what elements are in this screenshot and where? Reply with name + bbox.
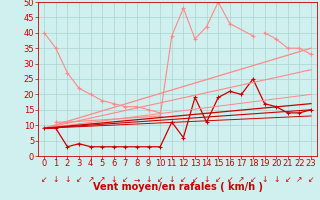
Text: ↗: ↗	[87, 175, 94, 184]
Text: ↙: ↙	[192, 175, 198, 184]
Text: ↗: ↗	[238, 175, 244, 184]
Text: ↗: ↗	[99, 175, 105, 184]
Text: ↓: ↓	[261, 175, 268, 184]
Text: ↙: ↙	[122, 175, 129, 184]
Text: ↓: ↓	[52, 175, 59, 184]
Text: ↓: ↓	[64, 175, 71, 184]
Text: ↙: ↙	[180, 175, 187, 184]
Text: ↓: ↓	[145, 175, 152, 184]
Text: ↙: ↙	[157, 175, 164, 184]
Text: ↓: ↓	[273, 175, 279, 184]
Text: ↙: ↙	[284, 175, 291, 184]
Text: ↙: ↙	[215, 175, 221, 184]
Text: ↙: ↙	[308, 175, 314, 184]
Text: ↓: ↓	[169, 175, 175, 184]
Text: ↙: ↙	[76, 175, 82, 184]
Text: ↙: ↙	[250, 175, 256, 184]
Text: ↙: ↙	[41, 175, 47, 184]
Text: ↓: ↓	[111, 175, 117, 184]
Text: ↗: ↗	[296, 175, 303, 184]
Text: →: →	[134, 175, 140, 184]
X-axis label: Vent moyen/en rafales ( km/h ): Vent moyen/en rafales ( km/h )	[92, 182, 263, 192]
Text: ↙: ↙	[227, 175, 233, 184]
Text: ↓: ↓	[204, 175, 210, 184]
